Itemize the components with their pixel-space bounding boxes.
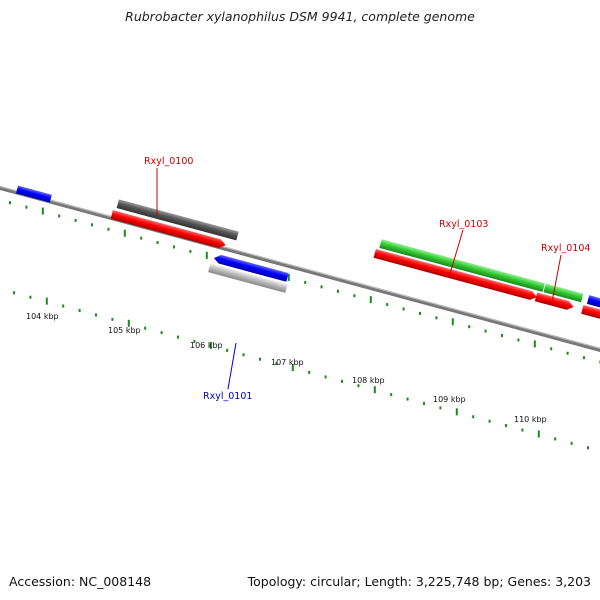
minor-tick: [505, 424, 507, 428]
minor-tick: [111, 317, 114, 321]
minor-tick: [468, 325, 471, 329]
minor-tick: [357, 384, 360, 388]
cds-feature[interactable]: [581, 305, 600, 326]
major-tick: [205, 251, 208, 259]
scale-label: 107 kbp: [271, 358, 304, 367]
minor-tick: [226, 348, 229, 352]
minor-tick: [501, 334, 503, 338]
minor-tick: [275, 362, 278, 366]
minor-tick: [435, 316, 438, 320]
scale-label: 105 kbp: [108, 326, 141, 335]
minor-tick: [324, 375, 327, 379]
scale-ticks: [9, 201, 600, 450]
gene-label-rxyl-0100[interactable]: Rxyl_0100: [144, 156, 193, 167]
minor-tick: [62, 304, 65, 308]
cds-feature[interactable]: [110, 210, 227, 249]
minor-tick: [9, 201, 11, 205]
minor-tick: [29, 295, 32, 299]
scale-label: 110 kbp: [514, 415, 547, 424]
minor-tick: [521, 428, 524, 432]
minor-tick: [472, 415, 475, 419]
minor-tick: [91, 223, 93, 227]
cds-feature[interactable]: [534, 292, 575, 312]
rrna-feature[interactable]: [543, 283, 584, 303]
minor-tick: [95, 313, 97, 317]
scale-label: 104 kbp: [26, 312, 59, 321]
major-tick: [291, 364, 294, 372]
minor-tick: [353, 294, 356, 298]
map-title: Rubrobacter xylanophilus DSM 9941, compl…: [125, 9, 475, 24]
minor-tick: [160, 331, 163, 335]
genome-summary-text: Topology: circular; Length: 3,225,748 bp…: [247, 574, 591, 589]
minor-tick: [189, 249, 192, 253]
label-leader-line: [448, 229, 464, 278]
major-tick: [451, 318, 454, 326]
minor-tick: [242, 353, 245, 357]
minor-tick: [517, 338, 520, 342]
minor-tick: [570, 441, 573, 445]
minor-tick: [177, 335, 179, 339]
minor-tick: [423, 401, 425, 405]
minor-tick: [337, 289, 339, 293]
minor-tick: [320, 285, 323, 289]
major-tick: [41, 207, 44, 215]
scale-label: 108 kbp: [352, 376, 385, 385]
minor-tick: [566, 351, 569, 355]
minor-tick: [488, 419, 491, 423]
major-tick: [45, 297, 48, 305]
scale-label: 109 kbp: [433, 395, 466, 404]
minor-tick: [107, 227, 110, 231]
minor-tick: [13, 291, 15, 295]
minor-tick: [74, 218, 77, 222]
genome-backbone: [0, 159, 600, 383]
accession-text: Accession: NC_008148: [9, 574, 152, 589]
minor-tick: [587, 446, 589, 450]
major-tick: [287, 273, 290, 281]
minor-tick: [406, 397, 409, 401]
gene-feature[interactable]: [116, 199, 239, 241]
minor-tick: [583, 356, 585, 360]
minor-tick: [304, 280, 307, 284]
major-tick: [369, 296, 372, 304]
cds-feature[interactable]: [213, 253, 289, 282]
major-tick: [455, 408, 458, 416]
minor-tick: [390, 393, 393, 397]
minor-tick: [439, 406, 442, 410]
minor-tick: [156, 241, 159, 245]
minor-tick: [484, 329, 487, 333]
minor-tick: [386, 303, 389, 307]
rrna-feature[interactable]: [379, 239, 545, 292]
minor-tick: [78, 308, 81, 312]
gene-label-rxyl-0103[interactable]: Rxyl_0103: [439, 219, 488, 230]
cds-feature[interactable]: [15, 185, 52, 203]
minor-tick: [402, 307, 405, 311]
minor-tick: [173, 245, 175, 249]
major-tick: [373, 386, 376, 394]
major-tick: [123, 229, 126, 237]
cds-feature[interactable]: [373, 249, 539, 301]
minor-tick: [341, 379, 343, 383]
minor-tick: [259, 357, 261, 361]
minor-tick: [140, 236, 143, 240]
minor-tick: [550, 347, 553, 351]
gene-feature[interactable]: [208, 263, 288, 293]
minor-tick: [308, 370, 311, 374]
minor-tick: [144, 326, 147, 330]
label-leader-line: [227, 342, 237, 390]
label-leader-line: [551, 254, 562, 303]
minor-tick: [58, 214, 61, 218]
major-tick: [127, 319, 130, 327]
major-tick: [533, 340, 536, 348]
minor-tick: [554, 437, 557, 441]
minor-tick: [419, 311, 421, 315]
gene-label-rxyl-0101[interactable]: Rxyl_0101: [203, 391, 252, 402]
scale-label: 106 kbp: [190, 341, 223, 350]
major-tick: [209, 341, 212, 349]
gene-label-rxyl-0104[interactable]: Rxyl_0104: [541, 243, 590, 254]
major-tick: [537, 430, 540, 438]
cds-feature[interactable]: [586, 295, 600, 315]
minor-tick: [193, 339, 196, 343]
minor-tick: [25, 205, 28, 209]
